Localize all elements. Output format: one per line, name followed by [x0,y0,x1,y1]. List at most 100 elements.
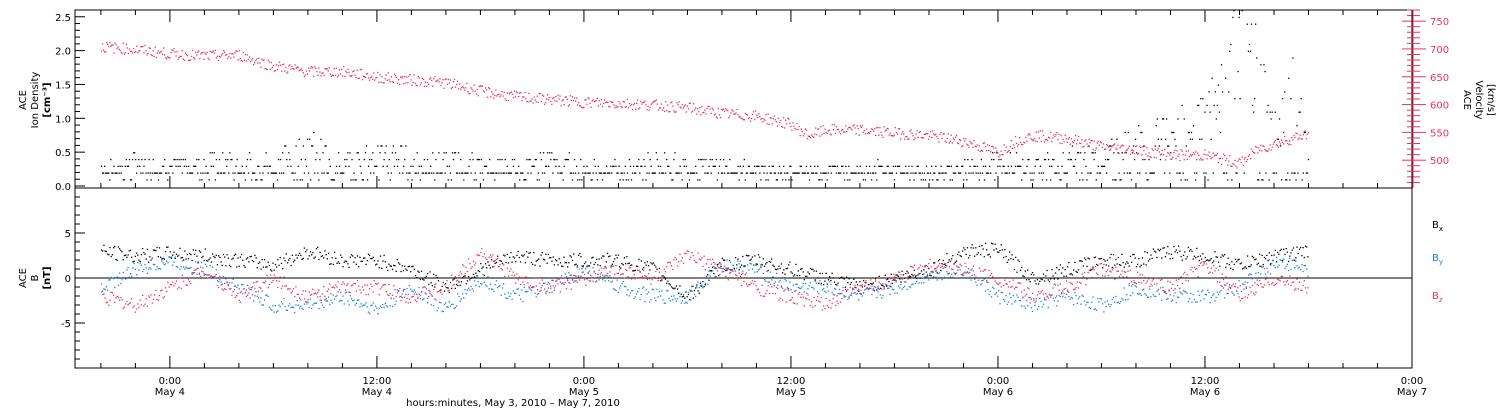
data-point [640,293,642,296]
data-point [724,265,726,267]
data-point [713,165,715,167]
data-point [447,179,449,181]
data-point [236,158,238,161]
data-point [457,279,459,282]
data-point [610,281,612,283]
data-point [492,93,494,95]
data-point [930,270,932,273]
data-point [377,145,379,147]
data-point [1142,146,1144,148]
data-point [132,261,134,263]
data-point [890,172,892,174]
data-point [498,172,500,174]
data-point [943,179,945,181]
data-point [1069,298,1071,300]
data-point [1163,172,1166,174]
data-point [198,273,200,276]
data-point [755,110,757,112]
data-point [437,290,440,293]
data-point [542,152,545,154]
data-point [1114,143,1116,145]
data-point [323,74,325,76]
data-point [554,158,556,161]
data-point [142,45,144,48]
data-point [1093,308,1095,310]
data-point [1275,256,1278,259]
top-right-label-line1: ACE [1461,90,1472,110]
data-point [1046,269,1048,272]
data-point [752,111,755,113]
data-point [1211,77,1213,79]
data-point [573,274,575,276]
data-point [342,75,344,77]
data-point [1299,111,1301,113]
data-point [1290,268,1292,270]
data-point [804,172,807,174]
data-point [954,172,957,174]
data-point [269,269,272,271]
data-point [491,91,493,93]
data-point [522,255,524,257]
data-point [350,298,353,300]
data-point [1056,132,1058,134]
data-point [225,54,227,56]
data-point [918,131,920,134]
data-point [499,285,501,287]
data-point [595,258,598,260]
data-point [990,172,992,174]
data-point [941,172,943,174]
data-point [323,286,325,288]
data-point [856,125,858,127]
data-point [760,118,762,120]
data-point [1264,70,1266,73]
data-point [524,262,527,264]
data-point [983,179,986,181]
data-point [758,113,760,115]
data-point [132,267,134,269]
data-point [1133,253,1135,256]
data-point [147,295,150,297]
data-point [804,128,807,130]
data-point [417,75,419,78]
data-point [869,130,872,133]
data-point [856,165,858,167]
data-point [872,288,874,290]
data-point [792,275,795,277]
data-point [347,283,349,285]
data-point [1226,157,1228,160]
data-point [504,158,506,161]
data-point [645,104,647,106]
data-point [391,294,394,297]
data-point [874,278,877,280]
data-point [482,179,485,181]
data-point [103,288,105,290]
data-point [803,172,806,174]
data-point [660,172,663,174]
data-point [493,97,495,99]
data-point [952,276,954,278]
data-point [336,172,339,174]
data-point [860,289,862,291]
data-point [1249,265,1251,268]
data-point [422,287,424,289]
data-point [177,58,179,61]
data-point [106,42,108,44]
data-point [634,278,636,280]
data-point [882,172,884,174]
data-point [223,172,225,174]
data-point [1170,253,1173,256]
data-point [1118,152,1120,155]
data-point [175,55,177,57]
data-point [290,68,292,70]
data-point [508,172,511,174]
data-point [441,310,443,312]
data-point [1141,257,1144,259]
data-point [1005,294,1007,297]
data-point [376,263,378,265]
data-point [594,273,597,275]
data-point [973,255,976,257]
data-point [786,123,788,125]
data-point [204,273,207,276]
data-point [668,283,670,285]
data-point [332,294,335,296]
